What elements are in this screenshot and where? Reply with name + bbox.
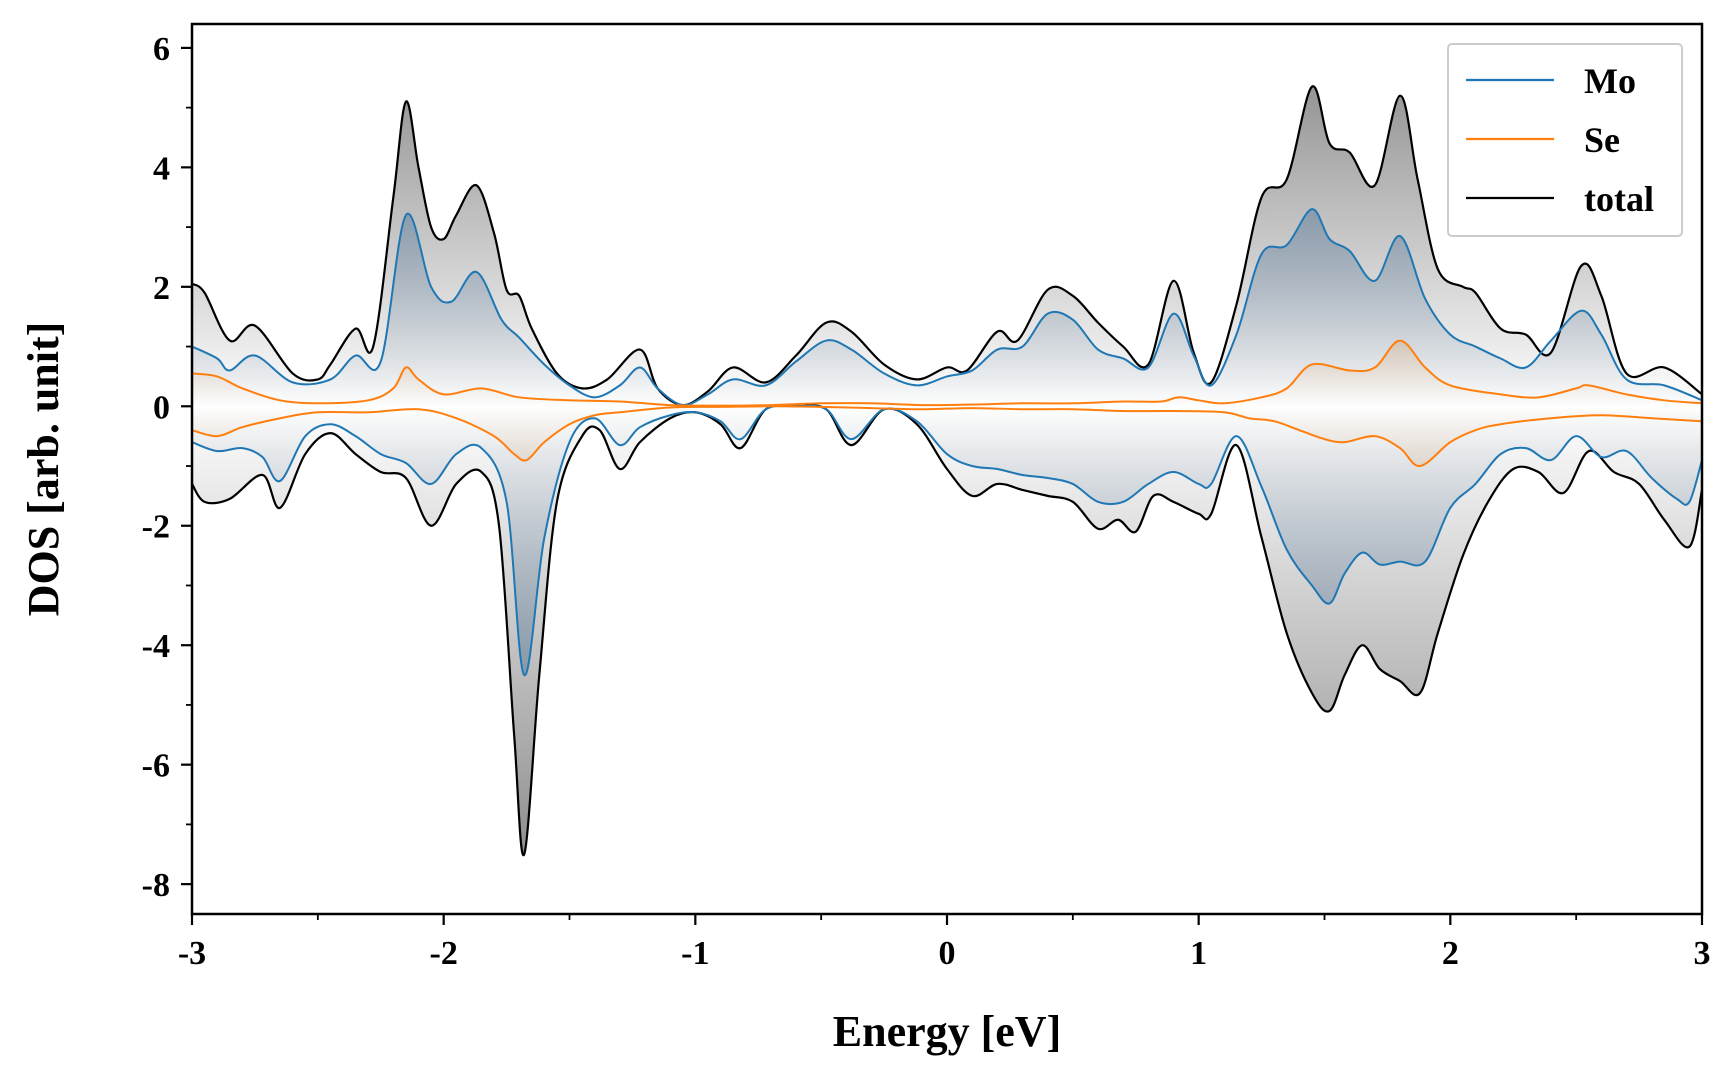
x-tick-label: -2 xyxy=(430,935,458,972)
y-axis: -8 -6 -4 -2 0 2 4 6 xyxy=(142,31,192,904)
x-axis-title: Energy [eV] xyxy=(833,1007,1062,1056)
legend: Mo Se total xyxy=(1447,43,1683,237)
se-spin-up-line xyxy=(192,339,1702,407)
legend-label-mo: Mo xyxy=(1584,61,1636,101)
series-lines xyxy=(192,85,1702,857)
total-spin-down-line xyxy=(192,404,1702,857)
x-tick-label: -3 xyxy=(178,935,206,972)
mo-spin-down-line xyxy=(192,404,1702,677)
mo-spin-up-fill xyxy=(192,209,1702,407)
y-tick-label: -6 xyxy=(142,748,170,785)
se-spin-down-fill xyxy=(192,406,1702,467)
y-tick-label: 2 xyxy=(153,270,170,307)
y-tick-label: -8 xyxy=(142,867,170,904)
total-spin-up-line xyxy=(192,85,1702,407)
y-axis-title: DOS [arb. unit] xyxy=(19,322,68,617)
x-tick-label: 2 xyxy=(1442,935,1459,972)
x-tick-label: 0 xyxy=(939,935,956,972)
se-spin-up-fill xyxy=(192,340,1702,407)
y-tick-label: 6 xyxy=(153,31,170,68)
se-spin-down-line xyxy=(192,405,1702,468)
legend-label-se: Se xyxy=(1584,120,1620,160)
series-fills xyxy=(192,86,1702,856)
x-tick-label: -1 xyxy=(681,935,709,972)
legend-label-total: total xyxy=(1584,179,1654,219)
mo-spin-up-line xyxy=(192,208,1702,407)
x-tick-label: 3 xyxy=(1694,935,1711,972)
x-tick-label: 1 xyxy=(1190,935,1207,972)
y-tick-label: 0 xyxy=(153,389,170,426)
x-axis: -3 -2 -1 0 1 2 3 xyxy=(178,914,1711,972)
mo-spin-down-fill xyxy=(192,405,1702,676)
y-tick-label: -2 xyxy=(142,509,170,546)
y-tick-label: 4 xyxy=(153,150,170,187)
y-tick-label: -4 xyxy=(142,628,170,665)
legend-box xyxy=(1447,43,1683,237)
